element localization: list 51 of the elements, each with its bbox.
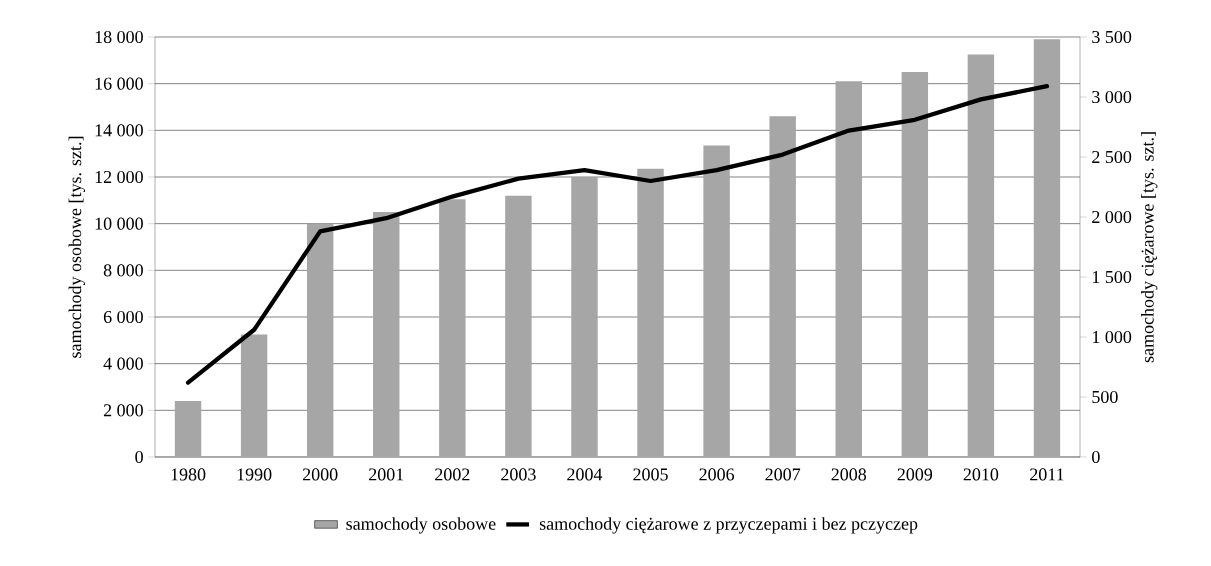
bar <box>703 145 730 457</box>
y2-tick-label: 500 <box>1092 390 1118 404</box>
y-tick-label: 6 000 <box>103 310 143 324</box>
y-tick-label: 8 000 <box>103 264 143 277</box>
x-tick-label: 2010 <box>963 468 999 481</box>
x-tick-label: 2000 <box>302 468 338 481</box>
x-tick-label: 2003 <box>501 468 536 481</box>
x-tick-label: 2008 <box>831 468 867 481</box>
legend-label: samochody ciężarowe z przyczepami i bez pczyczep <box>539 517 918 534</box>
x-tick-label: 2006 <box>699 468 735 481</box>
legend-label: samochody osobowe <box>346 517 496 534</box>
bar <box>306 223 334 457</box>
y-axis-title: samochody osobowe [tys. szt.] <box>68 136 85 358</box>
x-tick-label: 2002 <box>435 468 470 481</box>
y-tick-label: 16 000 <box>95 77 143 90</box>
x-tick-label: 2005 <box>633 468 668 481</box>
y-tick-label: 2 000 <box>103 404 143 417</box>
bar <box>1033 39 1061 457</box>
y2-tick-label: 2 000 <box>1092 210 1132 224</box>
bar <box>769 116 796 457</box>
y2-tick-label: 2 500 <box>1092 150 1132 164</box>
x-tick-label: 2011 <box>1030 468 1064 481</box>
x-tick-label: 2001 <box>369 468 404 481</box>
x-tick-label: 2009 <box>897 468 933 481</box>
bar <box>637 168 664 457</box>
y-tick-label: 18 000 <box>95 30 143 44</box>
y-tick-label: 0 <box>135 450 143 464</box>
x-tick-label: 2007 <box>765 468 801 481</box>
bar <box>439 199 466 457</box>
bar <box>174 400 202 457</box>
line-series <box>185 84 1050 385</box>
y2-tick-label: 3 500 <box>1092 30 1132 44</box>
y2-tick-label: 1 000 <box>1092 330 1132 344</box>
y2-axis-title: samochody ciężarowe [tys. szt.] <box>1141 132 1158 363</box>
bar <box>373 211 400 457</box>
bar <box>901 71 929 457</box>
x-tick-label: 1990 <box>237 468 272 481</box>
y-tick-label: 10 000 <box>95 217 143 230</box>
y-tick-label: 14 000 <box>95 124 143 137</box>
x-tick-label: 2004 <box>567 468 603 481</box>
y-tick-label: 12 000 <box>95 170 143 184</box>
x-tick-label: 1980 <box>171 468 206 481</box>
y2-tick-label: 1 500 <box>1092 270 1132 284</box>
bar <box>571 176 598 457</box>
y2-tick-label: 3 000 <box>1092 90 1132 104</box>
y-tick-label: 4 000 <box>103 357 143 370</box>
bar <box>967 54 995 457</box>
bar <box>505 195 532 457</box>
bar <box>835 81 862 457</box>
y2-tick-label: 0 <box>1092 450 1100 464</box>
bar <box>240 334 268 457</box>
